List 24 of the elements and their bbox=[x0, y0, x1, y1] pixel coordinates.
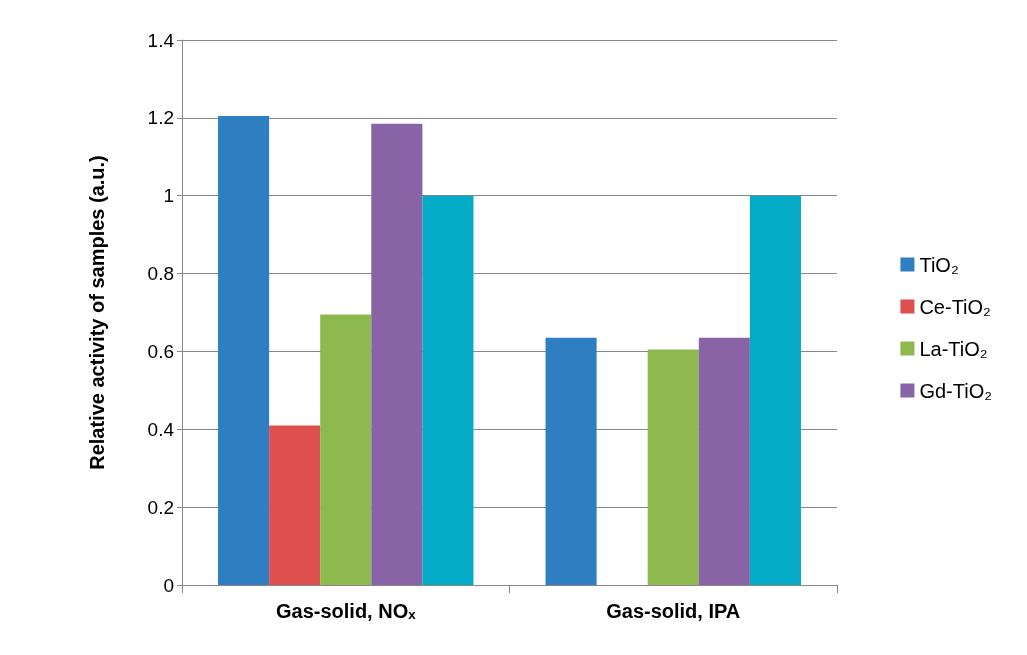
bar bbox=[320, 314, 372, 585]
y-tick-label: 0.8 bbox=[147, 263, 174, 285]
y-tick-label: 1.2 bbox=[147, 107, 174, 129]
y-axis-title: Relative activity of samples (a.u.) bbox=[86, 155, 108, 470]
bar bbox=[422, 195, 474, 585]
legend-label: La-TiO₂ bbox=[919, 337, 988, 360]
bar bbox=[218, 115, 270, 585]
legend-label: Gd-TiO₂ bbox=[919, 379, 992, 402]
bar bbox=[698, 337, 750, 585]
bar bbox=[647, 349, 699, 585]
bar bbox=[545, 337, 597, 585]
y-tick-label: 0.6 bbox=[147, 340, 174, 362]
bar bbox=[269, 425, 321, 585]
x-tick-label: Gas-solid, NOₓ bbox=[275, 600, 417, 622]
legend-label: Ce-TiO₂ bbox=[919, 295, 991, 318]
y-tick-label: 0.4 bbox=[147, 418, 175, 440]
y-tick-label: 0.2 bbox=[147, 496, 174, 518]
y-tick-label: 0 bbox=[163, 574, 174, 596]
y-tick-label: 1 bbox=[163, 185, 174, 207]
bar bbox=[371, 123, 423, 585]
bar bbox=[749, 195, 801, 585]
y-tick-label: 1.4 bbox=[147, 29, 175, 51]
legend-label: TiO₂ bbox=[919, 253, 959, 276]
x-tick-label: Gas-solid, IPA bbox=[606, 600, 741, 622]
